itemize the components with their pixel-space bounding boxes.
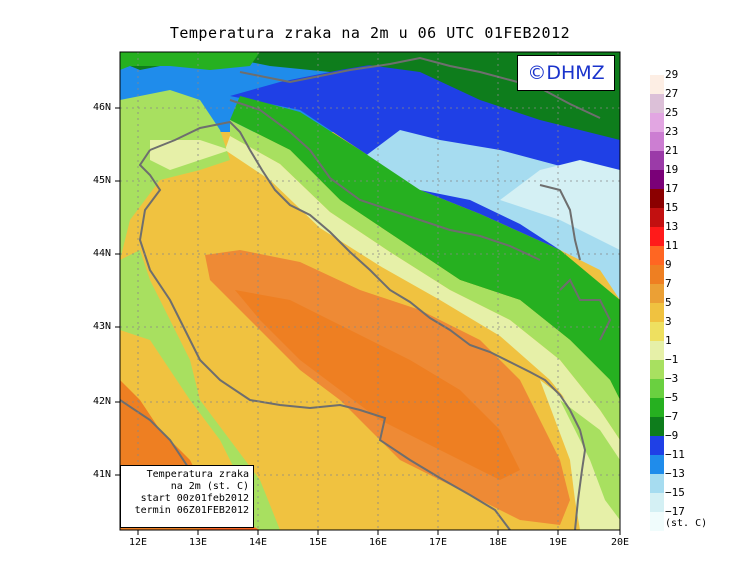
colorbar-label: −9 (665, 429, 679, 442)
colorbar-label: 7 (665, 277, 672, 290)
colorbar-swatch (650, 398, 664, 417)
colorbar-label: 27 (665, 87, 679, 100)
colorbar-swatch (650, 417, 664, 436)
colorbar (650, 75, 664, 531)
info-line: na 2m (st. C) (170, 481, 249, 492)
colorbar-swatch (650, 493, 664, 512)
colorbar-label: −7 (665, 410, 679, 423)
colorbar-swatch (650, 284, 664, 303)
lat-label: 41N (93, 469, 112, 480)
colorbar-swatch (650, 303, 664, 322)
info-box: Temperatura zraka na 2m (st. C) start 00… (120, 465, 254, 528)
info-line: Temperatura zraka (146, 469, 249, 480)
colorbar-swatch (650, 113, 664, 132)
colorbar-swatch (650, 132, 664, 151)
lat-label: 46N (93, 102, 112, 113)
lat-label: 44N (93, 248, 112, 259)
graticule (120, 52, 620, 530)
colorbar-swatch (650, 436, 664, 455)
colorbar-swatch (650, 189, 664, 208)
colorbar-swatch (650, 322, 664, 341)
colorbar-swatch (650, 246, 664, 265)
colorbar-label: −3 (665, 372, 679, 385)
lon-label: 15E (308, 537, 328, 548)
colorbar-swatch (650, 170, 664, 189)
colorbar-swatch (650, 512, 664, 531)
colorbar-label: 21 (665, 144, 679, 157)
colorbar-swatch (650, 455, 664, 474)
colorbar-label: 1 (665, 334, 672, 347)
colorbar-label: −13 (665, 467, 685, 480)
colorbar-label: −17 (665, 505, 685, 518)
lon-label: 17E (428, 537, 448, 548)
dhmz-logo: ©DHMZ (517, 55, 615, 91)
colorbar-label: 15 (665, 201, 679, 214)
colorbar-label: 29 (665, 68, 679, 81)
lat-label: 43N (93, 321, 112, 332)
colorbar-label: −1 (665, 353, 679, 366)
lat-label: 45N (93, 175, 112, 186)
colorbar-label: 17 (665, 182, 679, 195)
colorbar-swatch (650, 75, 664, 94)
info-line: termin 06Z01FEB2012 (134, 505, 249, 516)
map-title: Temperatura zraka na 2m u 06 UTC 01FEB20… (169, 24, 571, 42)
lon-label: 12E (128, 537, 148, 548)
axis-ticks (115, 107, 621, 535)
lon-label: 16E (368, 537, 388, 548)
lon-label: 18E (488, 537, 508, 548)
colorbar-label: −5 (665, 391, 679, 404)
colorbar-label: 5 (665, 296, 672, 309)
colorbar-units: (st. C) (665, 518, 708, 529)
colorbar-swatch (650, 360, 664, 379)
colorbar-label: −15 (665, 486, 685, 499)
colorbar-swatch (650, 379, 664, 398)
colorbar-swatch (650, 227, 664, 246)
colorbar-swatch (650, 94, 664, 113)
colorbar-label: 9 (665, 258, 672, 271)
colorbar-label: 3 (665, 315, 672, 328)
colorbar-label: −11 (665, 448, 685, 461)
lon-label: 13E (188, 537, 208, 548)
colorbar-swatch (650, 208, 664, 227)
colorbar-label: 19 (665, 163, 679, 176)
lon-label: 14E (248, 537, 268, 548)
info-line: start 00z01feb2012 (140, 493, 249, 504)
colorbar-swatch (650, 474, 664, 493)
temperature-field (120, 52, 620, 530)
colorbar-swatch (650, 265, 664, 284)
colorbar-label: 25 (665, 106, 679, 119)
colorbar-label: 13 (665, 220, 679, 233)
colorbar-swatch (650, 341, 664, 360)
plot-frame (119, 51, 621, 531)
lat-label: 42N (93, 396, 112, 407)
colorbar-label: 11 (665, 239, 679, 252)
colorbar-swatch (650, 151, 664, 170)
lon-label: 20E (610, 537, 630, 548)
lon-label: 19E (548, 537, 568, 548)
colorbar-label: 23 (665, 125, 679, 138)
